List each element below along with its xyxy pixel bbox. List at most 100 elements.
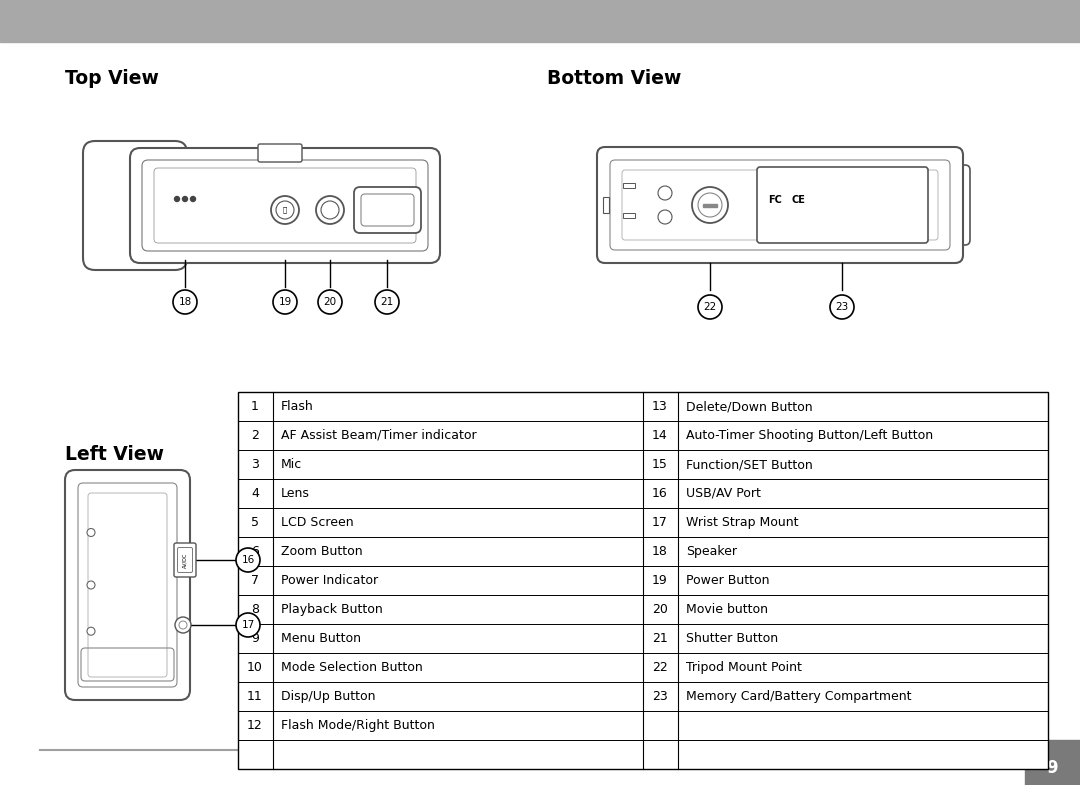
Text: 15: 15 [652,458,667,471]
Circle shape [179,621,187,629]
Text: Playback Button: Playback Button [281,603,382,616]
Bar [603,197,609,213]
Text: Memory Card/Battery Compartment: Memory Card/Battery Compartment [686,690,912,703]
Bar [623,213,635,218]
Circle shape [175,617,191,633]
FancyBboxPatch shape [65,470,190,700]
Text: 5: 5 [251,516,259,529]
Circle shape [698,193,723,217]
Circle shape [318,290,342,314]
FancyBboxPatch shape [177,547,192,572]
Text: Lens: Lens [281,487,310,500]
Circle shape [237,613,260,637]
Circle shape [87,627,95,635]
Text: Zoom Button: Zoom Button [281,545,363,558]
FancyBboxPatch shape [597,147,963,263]
Text: Menu Button: Menu Button [281,632,361,645]
Text: ⏻: ⏻ [283,206,287,214]
Bar [1025,740,1080,785]
Text: 14: 14 [652,429,667,442]
Text: 9: 9 [251,632,259,645]
FancyBboxPatch shape [757,167,928,243]
Circle shape [87,528,95,536]
Text: 16: 16 [241,555,255,565]
Text: Auto-Timer Shooting Button/Left Button: Auto-Timer Shooting Button/Left Button [686,429,933,442]
Circle shape [183,196,188,202]
Circle shape [190,196,195,202]
Text: Flash Mode/Right Button: Flash Mode/Right Button [281,719,435,732]
Text: CE: CE [791,195,805,205]
Bar [238,392,1048,769]
Text: Wrist Strap Mount: Wrist Strap Mount [686,516,798,529]
Circle shape [87,581,95,589]
Text: 2: 2 [251,429,259,442]
Text: 1: 1 [251,400,259,413]
Text: 19: 19 [652,574,667,587]
Circle shape [658,186,672,200]
Text: 21: 21 [380,297,393,307]
Text: 4: 4 [251,487,259,500]
FancyBboxPatch shape [83,141,187,270]
FancyBboxPatch shape [130,148,440,263]
Text: Flash: Flash [281,400,314,413]
Circle shape [658,210,672,224]
Text: Tripod Mount Point: Tripod Mount Point [686,661,801,674]
FancyBboxPatch shape [939,165,970,245]
Text: 23: 23 [835,302,849,312]
Circle shape [692,187,728,223]
Circle shape [321,201,339,219]
Text: 7: 7 [251,574,259,587]
Text: Power Indicator: Power Indicator [281,574,378,587]
Text: Shutter Button: Shutter Button [686,632,778,645]
Text: Function/SET Button: Function/SET Button [686,458,813,471]
Text: 12: 12 [247,719,262,732]
Text: Top View: Top View [65,68,159,87]
Text: Left View: Left View [65,446,164,465]
Text: 22: 22 [703,302,717,312]
Text: 3: 3 [251,458,259,471]
FancyBboxPatch shape [354,187,421,233]
Circle shape [316,196,345,224]
Bar [623,183,635,188]
Text: Speaker: Speaker [686,545,737,558]
Bar [703,203,717,206]
Circle shape [276,201,294,219]
Bar [0,0,1080,42]
Text: AF Assist Beam/Timer indicator: AF Assist Beam/Timer indicator [281,429,476,442]
Text: 21: 21 [652,632,667,645]
Text: USB/AV Port: USB/AV Port [686,487,761,500]
Text: Mic: Mic [281,458,302,471]
Text: 16: 16 [652,487,667,500]
Circle shape [237,548,260,572]
Text: 20: 20 [323,297,337,307]
Text: 9: 9 [1047,759,1057,777]
Text: Mode Selection Button: Mode Selection Button [281,661,422,674]
Text: Movie button: Movie button [686,603,768,616]
Circle shape [698,295,723,319]
Circle shape [173,290,197,314]
Text: 6: 6 [251,545,259,558]
Text: 23: 23 [652,690,667,703]
Circle shape [271,196,299,224]
Text: 17: 17 [652,516,667,529]
FancyBboxPatch shape [258,144,302,162]
Text: 19: 19 [279,297,292,307]
Text: 18: 18 [652,545,667,558]
Text: 18: 18 [178,297,191,307]
Circle shape [273,290,297,314]
Circle shape [175,196,179,202]
Text: AV/DC: AV/DC [183,553,188,568]
Text: 10: 10 [247,661,262,674]
Text: 20: 20 [652,603,667,616]
Text: Delete/Down Button: Delete/Down Button [686,400,812,413]
Text: 17: 17 [241,620,255,630]
Circle shape [831,295,854,319]
FancyBboxPatch shape [174,543,195,577]
Text: LCD Screen: LCD Screen [281,516,353,529]
Text: FC: FC [768,195,782,205]
Text: 8: 8 [251,603,259,616]
Text: 13: 13 [652,400,667,413]
Text: Disp/Up Button: Disp/Up Button [281,690,376,703]
Text: Power Button: Power Button [686,574,769,587]
Text: Bottom View: Bottom View [546,68,681,87]
